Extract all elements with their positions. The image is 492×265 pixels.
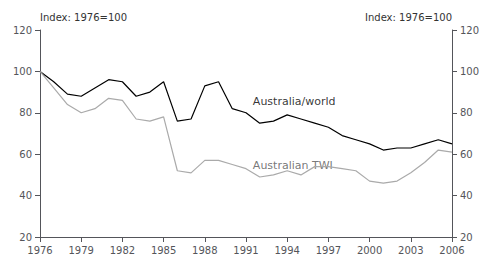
svg-text:Index: 1976=100: Index: 1976=100 (40, 12, 127, 23)
svg-text:120: 120 (460, 25, 479, 36)
svg-text:1991: 1991 (233, 245, 258, 256)
svg-text:80: 80 (19, 107, 32, 118)
svg-text:Australia/world: Australia/world (253, 95, 336, 108)
svg-text:1976: 1976 (27, 245, 52, 256)
svg-text:40: 40 (19, 190, 32, 201)
svg-text:40: 40 (460, 190, 473, 201)
svg-text:2006: 2006 (439, 245, 464, 256)
svg-text:1994: 1994 (274, 245, 299, 256)
svg-text:60: 60 (19, 149, 32, 160)
svg-text:60: 60 (460, 149, 473, 160)
svg-text:1988: 1988 (192, 245, 217, 256)
svg-text:1985: 1985 (151, 245, 176, 256)
svg-text:1982: 1982 (110, 245, 135, 256)
svg-text:2000: 2000 (357, 245, 382, 256)
svg-text:2003: 2003 (398, 245, 423, 256)
svg-text:Index: 1976=100: Index: 1976=100 (365, 12, 452, 23)
svg-text:80: 80 (460, 107, 473, 118)
svg-text:Australian TWI: Australian TWI (253, 159, 333, 172)
svg-text:20: 20 (460, 232, 473, 243)
svg-text:120: 120 (13, 25, 32, 36)
svg-text:1979: 1979 (68, 245, 93, 256)
svg-text:20: 20 (19, 232, 32, 243)
svg-text:100: 100 (13, 66, 32, 77)
svg-text:1997: 1997 (316, 245, 341, 256)
svg-text:100: 100 (460, 66, 479, 77)
